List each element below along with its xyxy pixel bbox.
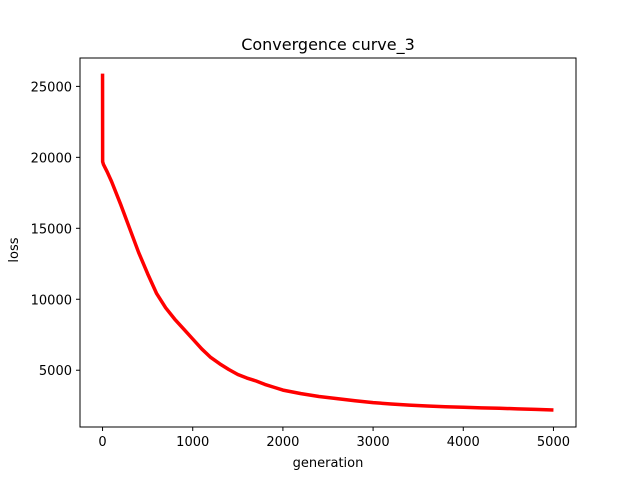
y-tick-label: 15000 [31, 222, 72, 237]
x-tick-label: 4000 [447, 435, 480, 450]
y-tick-label: 25000 [31, 80, 72, 95]
y-tick-label: 10000 [31, 293, 72, 308]
series-line-1 [100, 73, 554, 412]
x-tick-label: 3000 [357, 435, 390, 450]
chart-title: Convergence curve_3 [241, 35, 415, 55]
plot-area: 0 1000 2000 3000 4000 5000 5000 10000 15000 20000… [31, 57, 577, 450]
x-axis-label: generation [293, 456, 364, 471]
y-tick-label: 20000 [31, 151, 72, 166]
y-tick-label: 5000 [39, 364, 72, 379]
x-tick-label: 2000 [266, 435, 299, 450]
x-tick-label: 5000 [537, 435, 570, 450]
y-axis-label: loss [7, 237, 22, 262]
axes-frame [79, 57, 577, 428]
x-tick-label: 1000 [176, 435, 209, 450]
x-tick-label: 0 [98, 435, 106, 450]
